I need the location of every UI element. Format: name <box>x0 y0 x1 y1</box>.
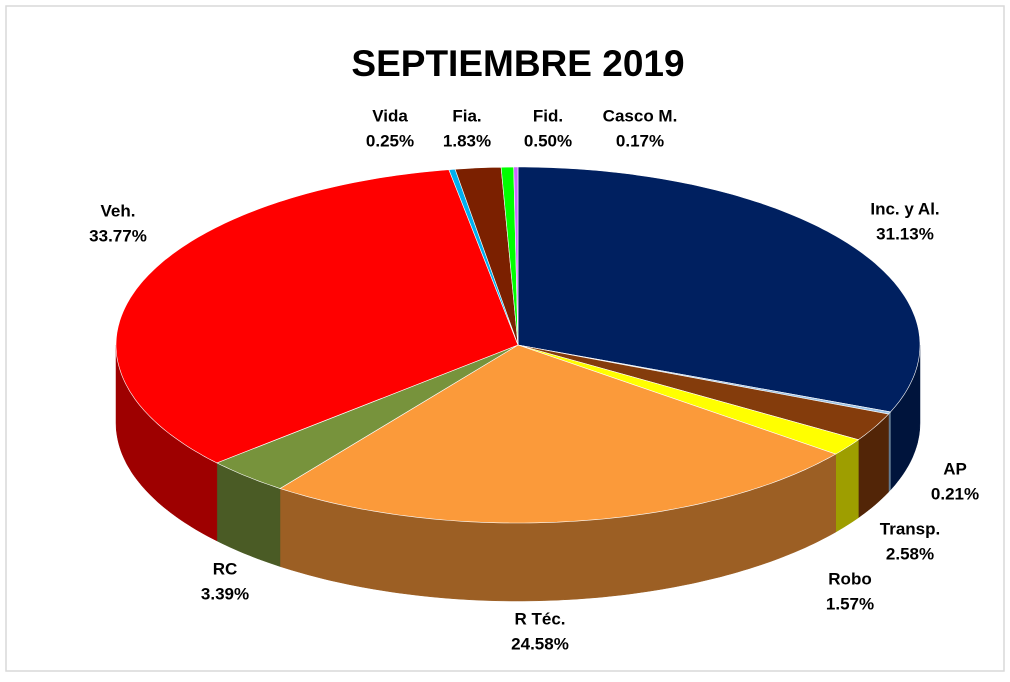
slice <box>517 344 860 455</box>
data-label-value: 1.83% <box>443 131 491 150</box>
data-label-name: Transp. <box>880 519 940 538</box>
data-label-value: 0.50% <box>524 131 572 150</box>
slice <box>216 344 519 489</box>
data-label-value: 33.77% <box>89 226 147 245</box>
data-label-name: R Téc. <box>514 609 565 628</box>
data-label-value: 3.39% <box>201 584 249 603</box>
data-label-value: 31.13% <box>876 224 934 243</box>
data-label-value: 0.21% <box>931 484 979 503</box>
data-label-name: Fid. <box>533 106 563 125</box>
slice-side <box>835 439 859 533</box>
slice <box>517 166 921 413</box>
chart-title: SEPTIEMBRE 2019 <box>351 43 684 84</box>
data-label-name: Vida <box>372 106 408 125</box>
slice <box>279 344 837 524</box>
slice-side <box>888 411 891 493</box>
slice <box>454 166 519 346</box>
data-label-name: Inc. y Al. <box>870 199 939 218</box>
slice <box>517 344 890 441</box>
data-label-name: Fia. <box>452 106 481 125</box>
data-label-name: Robo <box>828 569 871 588</box>
data-label-value: 1.57% <box>826 594 874 613</box>
slice <box>115 169 519 464</box>
slice <box>513 166 519 346</box>
data-label-name: Casco M. <box>603 106 678 125</box>
data-label-value: 2.58% <box>886 544 934 563</box>
data-label-value: 24.58% <box>511 634 569 653</box>
data-label-value: 0.17% <box>616 131 664 150</box>
data-label-name: Veh. <box>101 201 136 220</box>
data-label-name: RC <box>213 559 238 578</box>
data-label-name: AP <box>943 459 967 478</box>
data-label-value: 0.25% <box>366 131 414 150</box>
